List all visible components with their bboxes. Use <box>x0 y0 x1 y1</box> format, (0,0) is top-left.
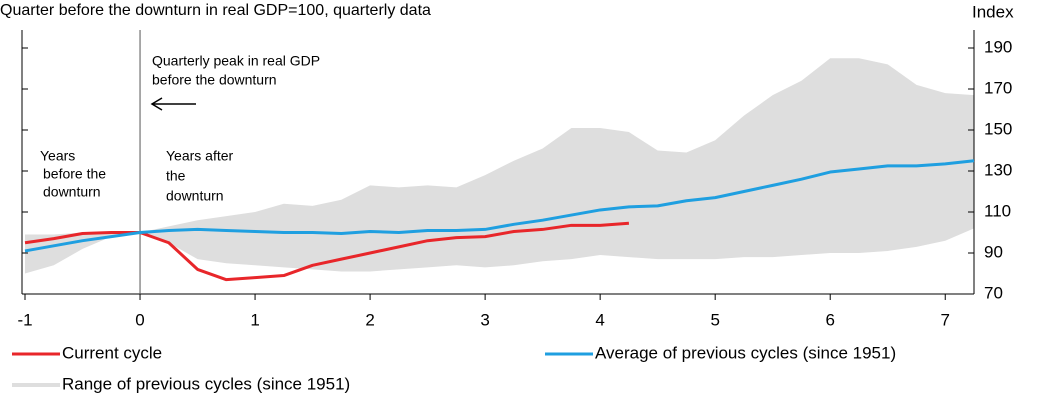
arrow-head <box>150 97 163 111</box>
annotation: before the <box>43 166 106 182</box>
x-tick-label: 6 <box>825 310 834 329</box>
y-tick-label: 130 <box>984 160 1012 179</box>
y-tick-label: 70 <box>984 283 1003 302</box>
legend-label: Current cycle <box>62 343 162 362</box>
series-line <box>24 221 630 282</box>
annotation: Quarterly peak in real GDP <box>152 53 320 69</box>
annotation: Years after <box>166 148 234 164</box>
annotation: Years <box>40 148 75 164</box>
series-line <box>24 159 975 253</box>
y-tick-label: 90 <box>984 242 1003 261</box>
x-tick-label: 7 <box>941 310 950 329</box>
chart-subtitle: Quarter before the downturn in real GDP=… <box>0 2 431 19</box>
x-tick-label: -1 <box>17 310 32 329</box>
y-tick-label: 190 <box>984 37 1012 56</box>
range-band <box>25 58 974 274</box>
x-tick-label: 1 <box>250 310 259 329</box>
annotation: the <box>166 168 186 184</box>
annotation: downturn <box>166 188 224 204</box>
x-tick-label: 0 <box>135 310 144 329</box>
legend-label: Average of previous cycles (since 1951) <box>595 343 896 362</box>
y-axis-label: Index <box>972 2 1014 21</box>
y-tick-label: 150 <box>984 119 1012 138</box>
x-tick-label: 4 <box>595 310 604 329</box>
x-tick-label: 2 <box>365 310 374 329</box>
legend-label: Range of previous cycles (since 1951) <box>62 374 350 393</box>
y-tick-label: 110 <box>984 201 1011 220</box>
x-tick-label: 3 <box>480 310 489 329</box>
annotation: before the downturn <box>152 72 277 88</box>
y-tick-label: 170 <box>984 78 1012 97</box>
annotation: downturn <box>43 184 101 200</box>
x-tick-label: 5 <box>710 310 719 329</box>
